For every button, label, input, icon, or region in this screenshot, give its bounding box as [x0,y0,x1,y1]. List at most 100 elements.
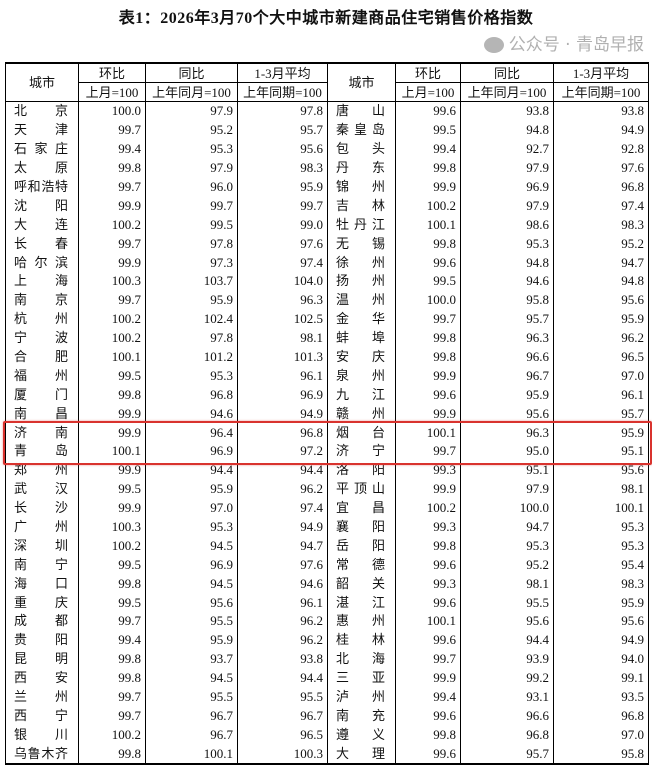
left-yoy-cell: 95.3 [145,139,238,159]
right-yoy-cell: 94.4 [460,630,554,650]
left-yoy-cell: 94.5 [145,668,238,688]
left-avg-cell: 97.6 [237,555,328,575]
left-yoy-cell: 96.9 [145,555,238,575]
left-avg-cell: 95.7 [237,120,328,140]
right-yoy-cell: 96.3 [460,328,554,348]
right-mom-cell: 99.5 [395,272,461,291]
city-name: 厦门 [14,386,68,402]
table-row: 武汉 99.5 95.9 96.2 平顶山 99.9 97.9 98.1 [5,479,649,499]
left-mom-cell: 99.9 [78,196,146,216]
left-city-cell: 昆明 [5,649,79,669]
table-row: 贵阳 99.4 95.9 96.2 桂林 99.6 94.4 94.9 [5,630,649,650]
left-city-cell: 兰州 [5,687,79,707]
left-city-cell: 沈阳 [5,196,79,216]
city-name: 桂林 [336,632,385,648]
left-avg-cell: 97.4 [237,253,328,273]
city-name: 烟台 [336,424,385,440]
right-city-cell: 桂林 [327,630,396,650]
right-avg-cell: 95.6 [553,290,649,310]
city-name: 大理 [336,745,385,761]
left-avg-cell: 94.9 [237,404,328,424]
left-avg-cell: 96.7 [237,706,328,726]
table-row: 哈尔滨 99.9 97.3 97.4 徐州 99.6 94.8 94.7 [5,253,649,273]
table-row: 乌鲁木齐 99.8 100.1 100.3 大理 99.6 95.7 95.8 [5,744,649,765]
right-yoy-cell: 96.6 [460,706,554,726]
right-avg-cell: 95.6 [553,460,649,480]
right-city-cell: 唐山 [327,101,396,121]
city-name: 呼和浩特 [14,179,68,194]
left-city-cell: 西安 [5,668,79,688]
table-row: 福州 99.5 95.3 96.1 泉州 99.9 96.7 97.0 [5,366,649,386]
right-city-cell: 丹东 [327,158,396,178]
wechat-icon [483,37,504,53]
right-yoy-cell: 96.3 [460,423,554,443]
left-avg-cell: 101.3 [237,347,328,367]
right-avg-cell: 94.9 [553,120,649,140]
city-name: 西安 [14,670,68,686]
right-mom-cell: 99.4 [395,139,461,159]
right-mom-cell: 99.3 [395,460,461,480]
header-mom-base: 上月=100 [78,82,146,102]
left-mom-cell: 100.2 [78,536,146,556]
right-mom-cell: 99.6 [395,385,461,405]
table-row: 西宁 99.7 96.7 96.7 南充 99.6 96.6 96.8 [5,706,649,726]
city-name: 南京 [14,292,68,308]
table-row: 长春 99.7 97.8 97.6 无锡 99.8 95.3 95.2 [5,234,649,254]
table-row: 南昌 99.9 94.6 94.9 赣州 99.9 95.6 95.7 [5,404,649,424]
right-city-cell: 包头 [327,139,396,159]
right-mom-cell: 100.2 [395,498,461,518]
left-mom-cell: 99.4 [78,630,146,650]
table-body: 北京 100.0 97.9 97.8 唐山 99.6 93.8 93.8 天津 99.7 95.2 9… [5,101,649,765]
left-avg-cell: 98.3 [237,158,328,178]
left-mom-cell: 99.8 [78,574,146,594]
city-name: 武汉 [14,481,68,497]
right-city-cell: 北海 [327,649,396,669]
left-avg-cell: 96.2 [237,630,328,650]
right-yoy-cell: 92.7 [460,139,554,159]
left-mom-cell: 99.7 [78,120,146,140]
right-avg-cell: 93.8 [553,101,649,121]
left-avg-cell: 94.6 [237,574,328,594]
table-row: 沈阳 99.9 99.7 99.7 吉林 100.2 97.9 97.4 [5,196,649,216]
table-row: 成都 99.7 95.5 96.2 惠州 100.1 95.6 95.6 [5,612,649,631]
left-avg-cell: 97.6 [237,234,328,254]
table-row: 太原 99.8 97.9 98.3 丹东 99.8 97.9 97.6 [5,158,649,178]
right-city-cell: 济宁 [327,442,396,461]
left-yoy-cell: 97.3 [145,253,238,273]
left-mom-cell: 99.7 [78,290,146,310]
right-mom-cell: 99.8 [395,536,461,556]
right-mom-cell: 99.6 [395,630,461,650]
table-row: 青岛 100.1 96.9 97.2 济宁 99.7 95.0 95.1 [5,442,649,461]
left-mom-cell: 100.0 [78,101,146,121]
right-city-cell: 泸州 [327,687,396,707]
left-city-cell: 上海 [5,272,79,291]
left-avg-cell: 96.2 [237,479,328,499]
left-avg-cell: 96.5 [237,725,328,745]
right-city-cell: 徐州 [327,253,396,273]
left-city-cell: 宁波 [5,328,79,348]
left-city-cell: 厦门 [5,385,79,405]
table-row: 上海 100.3 103.7 104.0 扬州 99.5 94.6 94.8 [5,272,649,291]
right-avg-cell: 94.0 [553,649,649,669]
city-name: 泸州 [336,689,385,705]
left-city-cell: 杭州 [5,309,79,329]
right-yoy-cell: 98.6 [460,215,554,235]
left-mom-cell: 100.1 [78,442,146,461]
left-avg-cell: 98.1 [237,328,328,348]
table-row: 石家庄 99.4 95.3 95.6 包头 99.4 92.7 92.8 [5,139,649,159]
left-yoy-cell: 96.9 [145,442,238,461]
header-mom: 环比 [395,62,461,83]
left-yoy-cell: 95.9 [145,290,238,310]
table-row: 深圳 100.2 94.5 94.7 岳阳 99.8 95.3 95.3 [5,536,649,556]
table-row: 杭州 100.2 102.4 102.5 金华 99.7 95.7 95.9 [5,309,649,329]
right-avg-cell: 92.8 [553,139,649,159]
right-city-cell: 三亚 [327,668,396,688]
left-yoy-cell: 103.7 [145,272,238,291]
table-row: 厦门 99.8 96.8 96.9 九江 99.6 95.9 96.1 [5,385,649,405]
left-mom-cell: 100.2 [78,309,146,329]
right-mom-cell: 99.3 [395,574,461,594]
right-avg-cell: 98.3 [553,215,649,235]
right-yoy-cell: 93.9 [460,649,554,669]
city-name: 宜昌 [336,500,385,516]
left-avg-cell: 97.8 [237,101,328,121]
